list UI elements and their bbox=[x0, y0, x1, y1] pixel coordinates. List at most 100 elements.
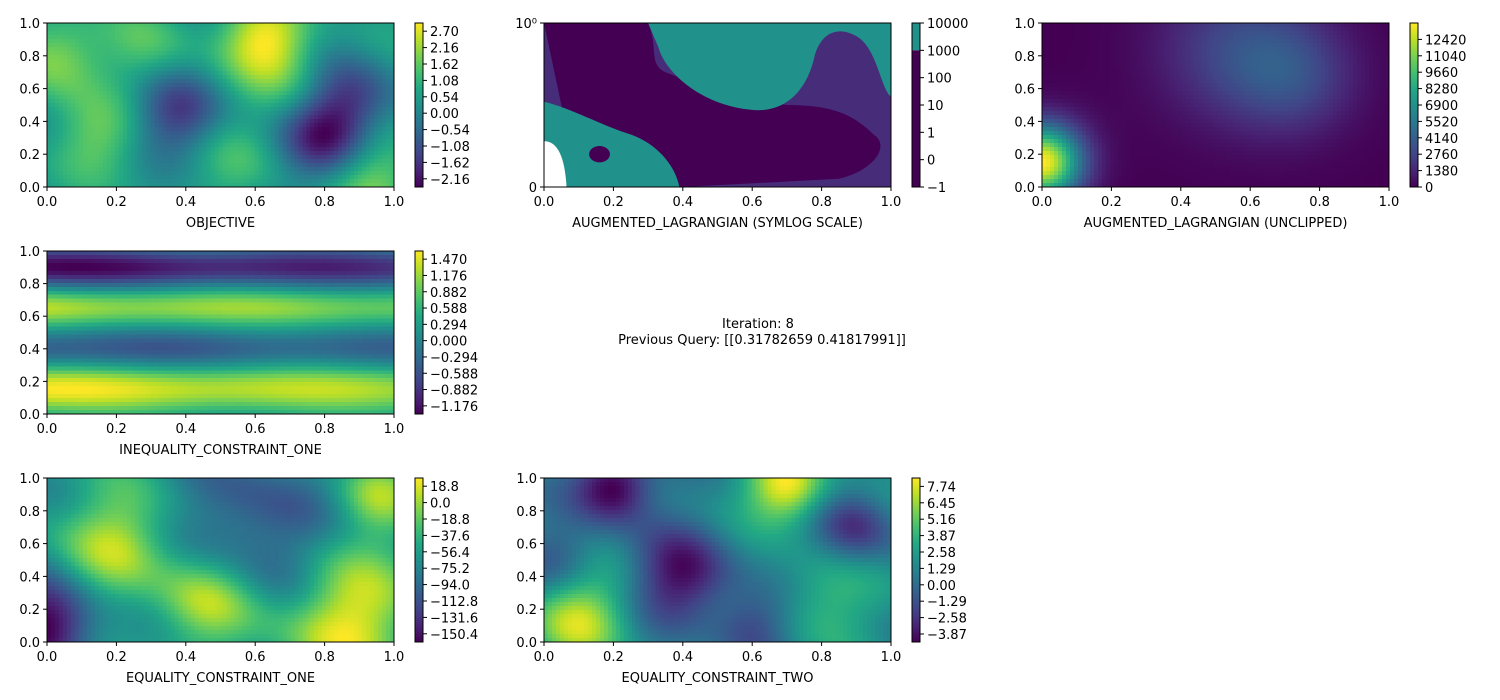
heatmap-cell bbox=[322, 159, 327, 164]
heatmap-cell bbox=[354, 155, 359, 160]
heatmap-cell bbox=[350, 159, 355, 164]
heatmap-cell bbox=[326, 27, 331, 32]
heatmap-cell bbox=[186, 59, 192, 64]
heatmap-cell bbox=[206, 67, 212, 72]
heatmap-cell bbox=[266, 39, 271, 44]
heatmap-cell bbox=[298, 155, 303, 160]
heatmap-cell bbox=[1081, 39, 1087, 44]
heatmap-cell bbox=[1241, 43, 1247, 48]
heatmap-cell bbox=[318, 91, 323, 96]
heatmap-cell bbox=[1369, 27, 1374, 32]
heatmap-cell bbox=[122, 75, 128, 80]
heatmap-cell bbox=[1177, 79, 1183, 84]
heatmap-cell bbox=[378, 71, 383, 76]
heatmap-cell bbox=[234, 111, 240, 116]
heatmap-cell bbox=[134, 91, 140, 96]
heatmap-cell bbox=[86, 167, 92, 172]
heatmap-cell bbox=[258, 55, 263, 60]
heatmap-cell bbox=[146, 131, 152, 136]
heatmap-cell bbox=[194, 155, 200, 160]
heatmap-cell bbox=[386, 111, 391, 116]
heatmap-cell bbox=[1249, 27, 1254, 32]
heatmap-cell bbox=[1365, 35, 1370, 40]
heatmap-cell bbox=[1105, 83, 1111, 88]
heatmap-cell bbox=[1081, 71, 1087, 76]
heatmap-cell bbox=[1365, 39, 1370, 44]
heatmap-cell bbox=[358, 119, 363, 124]
heatmap-cell bbox=[230, 175, 236, 180]
heatmap-cell bbox=[134, 47, 140, 52]
heatmap-cell bbox=[1177, 31, 1183, 36]
heatmap-cell bbox=[142, 131, 148, 136]
heatmap-cell bbox=[218, 83, 224, 88]
heatmap-cell bbox=[294, 183, 299, 187]
heatmap-cell bbox=[250, 159, 255, 164]
heatmap-cell bbox=[130, 47, 136, 52]
heatmap-cell bbox=[286, 51, 291, 56]
heatmap-cell bbox=[174, 43, 180, 48]
heatmap-cell bbox=[138, 87, 144, 92]
heatmap-cell bbox=[250, 47, 255, 52]
heatmap-cell bbox=[70, 135, 76, 140]
heatmap-cell bbox=[1173, 67, 1179, 72]
heatmap-cell bbox=[1361, 71, 1366, 76]
heatmap-cell bbox=[1385, 55, 1389, 60]
heatmap-cell bbox=[358, 171, 363, 176]
heatmap-cell bbox=[330, 99, 335, 104]
heatmap-cell bbox=[1305, 31, 1310, 36]
heatmap-cell bbox=[274, 27, 279, 32]
heatmap-cell bbox=[134, 95, 140, 100]
heatmap-cell bbox=[1065, 35, 1071, 40]
heatmap-cell bbox=[1301, 43, 1306, 48]
heatmap-cell bbox=[330, 175, 335, 180]
heatmap-cell bbox=[270, 31, 275, 36]
heatmap-cell bbox=[254, 95, 259, 100]
heatmap-cell bbox=[1285, 63, 1290, 68]
heatmap-cell bbox=[50, 91, 56, 96]
heatmap-cell bbox=[370, 107, 375, 112]
heatmap-cell bbox=[110, 107, 116, 112]
heatmap-cell bbox=[1317, 23, 1322, 28]
heatmap-cell bbox=[286, 27, 291, 32]
heatmap-cell bbox=[202, 143, 208, 148]
heatmap-cell bbox=[1373, 23, 1378, 28]
heatmap-cell bbox=[1089, 63, 1095, 68]
heatmap-cell bbox=[158, 179, 164, 184]
heatmap-cell bbox=[182, 75, 188, 80]
heatmap-cell bbox=[230, 171, 236, 176]
heatmap-cell bbox=[1369, 63, 1374, 68]
heatmap-cell bbox=[70, 131, 76, 136]
heatmap-cell bbox=[326, 23, 331, 28]
heatmap-cell bbox=[1069, 43, 1075, 48]
heatmap-cell bbox=[90, 31, 96, 36]
heatmap-cell bbox=[186, 183, 192, 187]
heatmap-cell bbox=[362, 23, 367, 28]
heatmap-cell bbox=[230, 147, 236, 152]
heatmap-cell bbox=[314, 31, 319, 36]
heatmap-cell bbox=[274, 63, 279, 68]
heatmap-cell bbox=[190, 131, 196, 136]
heatmap-cell bbox=[274, 143, 279, 148]
heatmap-cell bbox=[198, 179, 204, 184]
heatmap-cell bbox=[1161, 35, 1167, 40]
heatmap-cell bbox=[214, 27, 220, 32]
heatmap-cell bbox=[234, 67, 240, 72]
heatmap-cell bbox=[58, 163, 64, 168]
heatmap-cell bbox=[382, 71, 387, 76]
heatmap-cell bbox=[1341, 43, 1346, 48]
heatmap-cell bbox=[134, 79, 140, 84]
heatmap-cell bbox=[1273, 59, 1278, 64]
heatmap-cell bbox=[386, 83, 391, 88]
heatmap-cell bbox=[1189, 23, 1195, 28]
heatmap-cell bbox=[154, 111, 160, 116]
heatmap-cell bbox=[146, 163, 152, 168]
heatmap-cell bbox=[286, 63, 291, 68]
heatmap-cell bbox=[154, 131, 160, 136]
heatmap-cell bbox=[210, 63, 216, 68]
heatmap-cell bbox=[110, 87, 116, 92]
heatmap-cell bbox=[322, 155, 327, 160]
heatmap-cell bbox=[286, 59, 291, 64]
heatmap-cell bbox=[298, 35, 303, 40]
heatmap-cell bbox=[138, 59, 144, 64]
heatmap-cell bbox=[370, 131, 375, 136]
